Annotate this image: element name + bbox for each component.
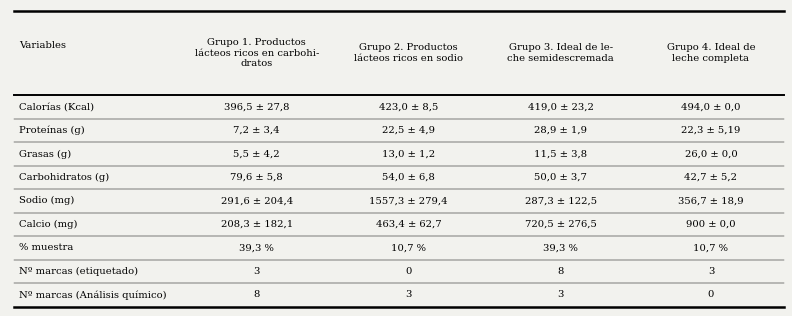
Text: Nº marcas (Análisis químico): Nº marcas (Análisis químico) (19, 290, 166, 300)
Text: Variables: Variables (19, 40, 66, 50)
Text: 13,0 ± 1,2: 13,0 ± 1,2 (383, 149, 436, 158)
Text: Sodio (mg): Sodio (mg) (19, 196, 74, 205)
Text: Grupo 1. Productos
lácteos ricos en carbohi-
dratos: Grupo 1. Productos lácteos ricos en carb… (195, 38, 319, 68)
Text: 11,5 ± 3,8: 11,5 ± 3,8 (535, 149, 588, 158)
Text: % muestra: % muestra (19, 243, 74, 252)
Text: 720,5 ± 276,5: 720,5 ± 276,5 (525, 220, 596, 229)
Text: 10,7 %: 10,7 % (391, 243, 426, 252)
Text: Grupo 4. Ideal de
leche completa: Grupo 4. Ideal de leche completa (667, 44, 756, 63)
Text: Grupo 2. Productos
lácteos ricos en sodio: Grupo 2. Productos lácteos ricos en sodi… (354, 44, 463, 63)
Text: Calorías (Kcal): Calorías (Kcal) (19, 102, 94, 112)
Text: 0: 0 (708, 290, 714, 299)
Text: 208,3 ± 182,1: 208,3 ± 182,1 (221, 220, 293, 229)
Text: 26,0 ± 0,0: 26,0 ± 0,0 (684, 149, 737, 158)
Text: 22,3 ± 5,19: 22,3 ± 5,19 (681, 126, 741, 135)
Text: 396,5 ± 27,8: 396,5 ± 27,8 (224, 102, 290, 112)
Text: 3: 3 (558, 290, 564, 299)
Text: 0: 0 (406, 267, 412, 276)
Text: 8: 8 (558, 267, 564, 276)
Text: 28,9 ± 1,9: 28,9 ± 1,9 (535, 126, 588, 135)
Text: 3: 3 (253, 267, 260, 276)
Text: 356,7 ± 18,9: 356,7 ± 18,9 (678, 196, 744, 205)
Text: 423,0 ± 8,5: 423,0 ± 8,5 (379, 102, 439, 112)
Text: 39,3 %: 39,3 % (543, 243, 578, 252)
Text: Calcio (mg): Calcio (mg) (19, 220, 78, 229)
Text: 1557,3 ± 279,4: 1557,3 ± 279,4 (370, 196, 448, 205)
Text: 5,5 ± 4,2: 5,5 ± 4,2 (234, 149, 280, 158)
Text: 463,4 ± 62,7: 463,4 ± 62,7 (376, 220, 442, 229)
Text: 39,3 %: 39,3 % (239, 243, 274, 252)
Text: 3: 3 (708, 267, 714, 276)
Text: 900 ± 0,0: 900 ± 0,0 (686, 220, 736, 229)
Text: Grupo 3. Ideal de le-
che semidescremada: Grupo 3. Ideal de le- che semidescremada (508, 44, 615, 63)
Text: Carbohidratos (g): Carbohidratos (g) (19, 173, 109, 182)
Text: Proteínas (g): Proteínas (g) (19, 126, 85, 135)
Text: 7,2 ± 3,4: 7,2 ± 3,4 (234, 126, 280, 135)
Text: 50,0 ± 3,7: 50,0 ± 3,7 (535, 173, 588, 182)
Text: Nº marcas (etiquetado): Nº marcas (etiquetado) (19, 267, 138, 276)
Text: 10,7 %: 10,7 % (694, 243, 729, 252)
Text: 22,5 ± 4,9: 22,5 ± 4,9 (383, 126, 436, 135)
Text: 494,0 ± 0,0: 494,0 ± 0,0 (681, 102, 741, 112)
Text: 3: 3 (406, 290, 412, 299)
Text: 42,7 ± 5,2: 42,7 ± 5,2 (684, 173, 737, 182)
Text: 287,3 ± 122,5: 287,3 ± 122,5 (525, 196, 597, 205)
Text: 8: 8 (253, 290, 260, 299)
Text: 419,0 ± 23,2: 419,0 ± 23,2 (528, 102, 594, 112)
Text: 54,0 ± 6,8: 54,0 ± 6,8 (383, 173, 436, 182)
Text: 79,6 ± 5,8: 79,6 ± 5,8 (230, 173, 283, 182)
Text: 291,6 ± 204,4: 291,6 ± 204,4 (221, 196, 293, 205)
Text: Grasas (g): Grasas (g) (19, 149, 71, 159)
